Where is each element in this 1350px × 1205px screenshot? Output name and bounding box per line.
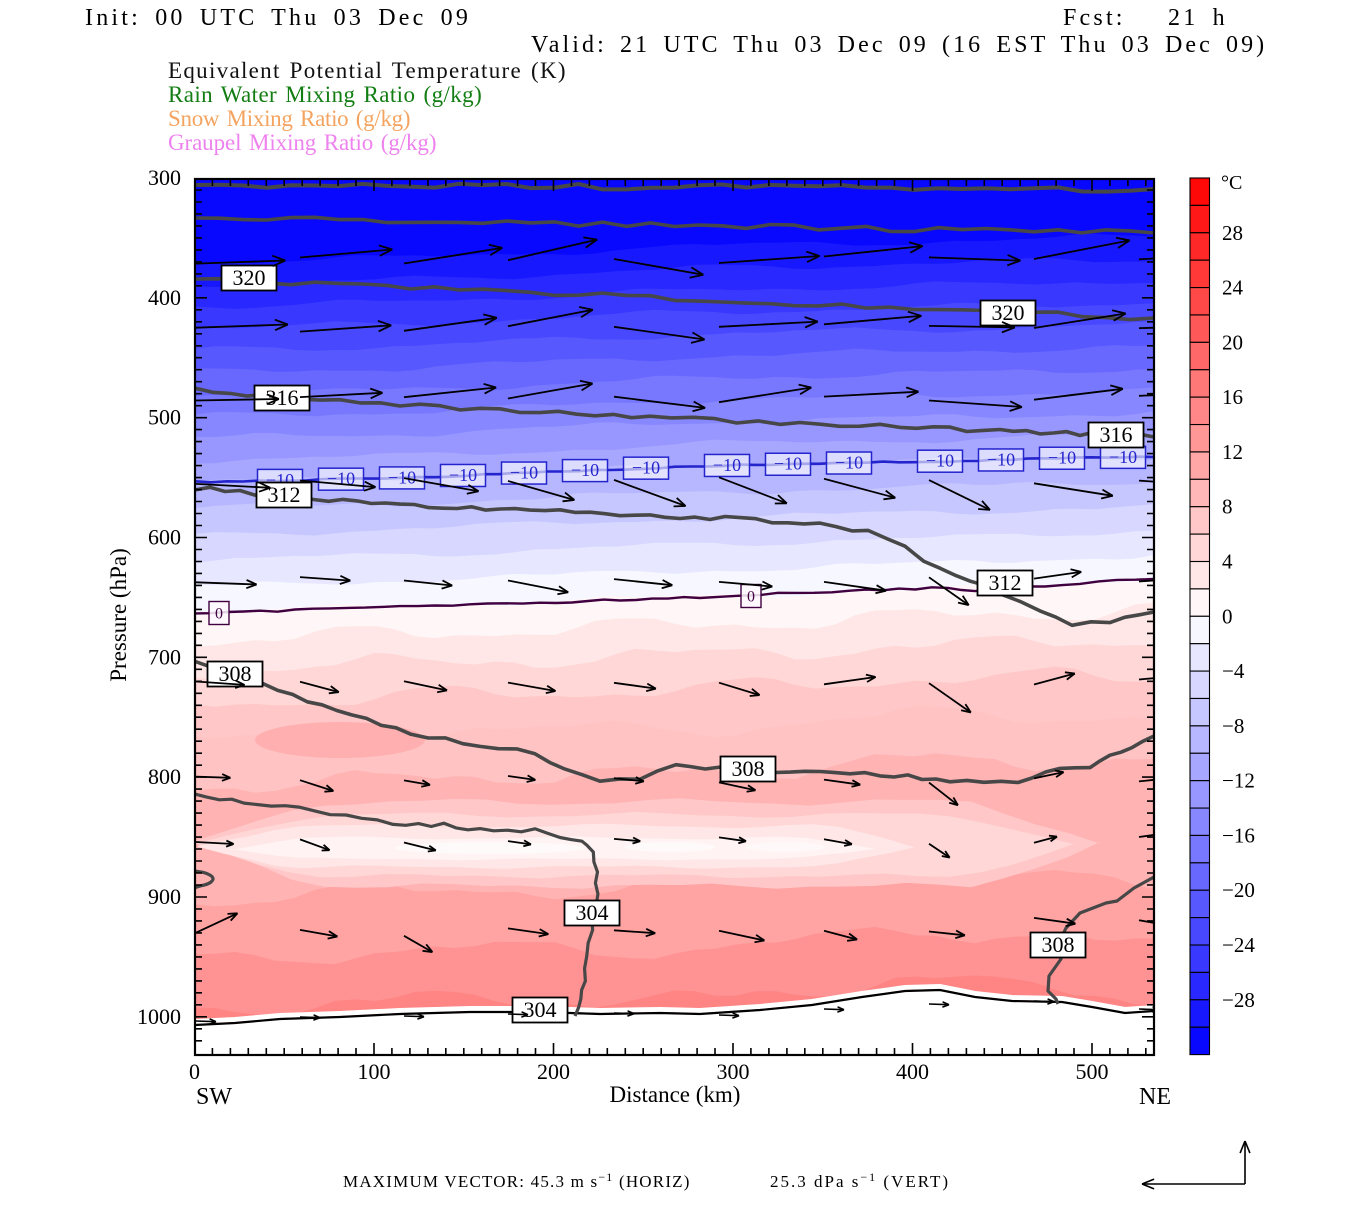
svg-text:Rain Water Mixing Ratio (g/kg): Rain Water Mixing Ratio (g/kg) — [168, 82, 482, 107]
svg-text:SW: SW — [196, 1084, 232, 1110]
svg-text:−12: −12 — [1222, 769, 1255, 793]
svg-text:300: 300 — [148, 165, 181, 190]
svg-text:316: 316 — [266, 385, 299, 410]
svg-text:400: 400 — [148, 285, 181, 310]
svg-text:NE: NE — [1139, 1084, 1171, 1110]
svg-text:0: 0 — [189, 1059, 200, 1084]
svg-text:MAXIMUM VECTOR: 45.3 m s−1 (H: MAXIMUM VECTOR: 45.3 m s−1 (HORIZ) — [343, 1170, 691, 1191]
svg-text:−16: −16 — [1222, 823, 1255, 847]
svg-text:16: 16 — [1222, 385, 1243, 409]
svg-text:500: 500 — [148, 405, 181, 430]
svg-text:900: 900 — [148, 884, 181, 909]
svg-text:700: 700 — [148, 644, 181, 669]
svg-text:304: 304 — [524, 997, 557, 1022]
svg-text:8: 8 — [1222, 495, 1233, 519]
svg-text:−10: −10 — [449, 465, 477, 485]
svg-text:308: 308 — [219, 661, 252, 686]
svg-text:−10: −10 — [1048, 448, 1076, 468]
svg-text:°C: °C — [1221, 172, 1242, 194]
svg-text:4: 4 — [1222, 550, 1233, 574]
svg-text:25.3 dPa s−1 (VERT): 25.3 dPa s−1 (VERT) — [770, 1170, 950, 1191]
svg-text:Snow Mixing Ratio (g/kg): Snow Mixing Ratio (g/kg) — [168, 106, 410, 131]
svg-text:Distance (km): Distance (km) — [610, 1082, 741, 1107]
svg-text:Graupel Mixing Ratio (g/kg): Graupel Mixing Ratio (g/kg) — [168, 130, 436, 155]
svg-text:−4: −4 — [1222, 659, 1245, 683]
svg-text:Valid: 21 UTC Thu 03 Dec 09 (1: Valid: 21 UTC Thu 03 Dec 09 (16 EST Thu … — [531, 32, 1267, 58]
svg-text:400: 400 — [896, 1059, 929, 1084]
svg-text:600: 600 — [148, 525, 181, 550]
svg-text:Equivalent Potential Temperatu: Equivalent Potential Temperature (K) — [168, 58, 567, 83]
svg-text:24: 24 — [1222, 276, 1244, 300]
svg-text:308: 308 — [732, 756, 765, 781]
svg-text:304: 304 — [576, 900, 609, 925]
svg-text:−8: −8 — [1222, 714, 1244, 738]
svg-text:200: 200 — [537, 1059, 570, 1084]
svg-text:28: 28 — [1222, 221, 1243, 245]
svg-text:−10: −10 — [510, 463, 538, 483]
svg-text:300: 300 — [717, 1059, 750, 1084]
svg-text:800: 800 — [148, 764, 181, 789]
svg-text:−10: −10 — [835, 453, 863, 473]
svg-text:308: 308 — [1042, 932, 1075, 957]
svg-text:316: 316 — [1100, 422, 1133, 447]
svg-text:12: 12 — [1222, 440, 1243, 464]
svg-text:100: 100 — [358, 1059, 391, 1084]
svg-text:Init: 00 UTC Thu 03 Dec 09: Init: 00 UTC Thu 03 Dec 09 — [85, 5, 471, 31]
svg-text:−28: −28 — [1222, 988, 1255, 1012]
svg-text:0: 0 — [747, 589, 755, 606]
svg-text:0: 0 — [215, 606, 223, 623]
svg-text:−10: −10 — [987, 449, 1015, 469]
svg-text:320: 320 — [992, 300, 1025, 325]
svg-text:−10: −10 — [1109, 447, 1137, 467]
svg-text:−10: −10 — [571, 460, 599, 480]
svg-text:−20: −20 — [1222, 878, 1255, 902]
svg-text:500: 500 — [1076, 1059, 1109, 1084]
svg-text:Fcst:: Fcst: — [1063, 5, 1126, 31]
svg-text:−10: −10 — [926, 451, 954, 471]
svg-text:20: 20 — [1222, 330, 1243, 354]
svg-text:Pressure (hPa): Pressure (hPa) — [106, 548, 131, 682]
svg-text:312: 312 — [268, 482, 301, 507]
svg-text:−10: −10 — [632, 458, 660, 478]
svg-text:−24: −24 — [1222, 933, 1255, 957]
svg-text:21 h: 21 h — [1168, 5, 1228, 31]
svg-text:1000: 1000 — [137, 1004, 181, 1029]
svg-text:−10: −10 — [388, 467, 416, 487]
svg-text:312: 312 — [989, 570, 1022, 595]
svg-text:0: 0 — [1222, 604, 1233, 628]
svg-text:−10: −10 — [774, 454, 802, 474]
svg-text:−10: −10 — [713, 455, 741, 475]
svg-text:320: 320 — [233, 265, 266, 290]
